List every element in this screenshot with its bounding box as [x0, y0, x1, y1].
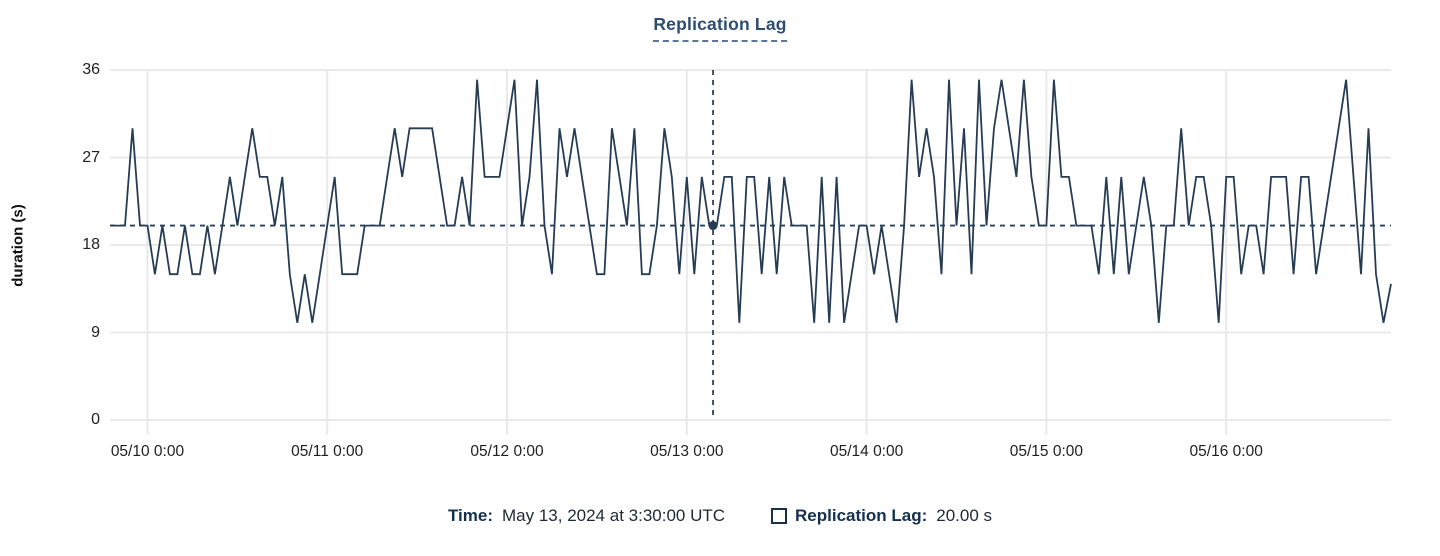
tooltip-series-value: 20.00 s	[936, 506, 993, 525]
crosshair-dot	[708, 221, 718, 231]
chart-header: Replication Lag	[0, 14, 1440, 42]
y-tick-label: 18	[82, 236, 100, 253]
y-tick-label: 0	[91, 411, 100, 428]
x-tick-label: 05/10 0:00	[110, 443, 185, 460]
legend-series-replication-lag[interactable]: Replication Lag: 20.00 s	[771, 506, 992, 526]
tooltip-time-label: Time:	[447, 506, 493, 525]
series-swatch-icon	[771, 508, 788, 524]
y-tick-label: 9	[91, 323, 100, 341]
x-tick-label: 05/14 0:00	[829, 443, 904, 460]
chart-title[interactable]: Replication Lag	[653, 14, 787, 42]
x-tick-label: 05/11 0:00	[291, 443, 364, 460]
tooltip-time-value: May 13, 2024 at 3:30:00 UTC	[502, 506, 726, 525]
x-tick-label: 05/13 0:00	[650, 443, 724, 460]
tooltip-series-label: Replication Lag:	[795, 506, 928, 525]
tooltip-legend: Time: May 13, 2024 at 3:30:00 UTC Replic…	[0, 506, 1440, 526]
plot-area[interactable]	[0, 0, 1440, 470]
replication-lag-line	[110, 79, 1392, 323]
y-tick-label: 36	[82, 61, 100, 78]
x-tick-label: 05/12 0:00	[470, 443, 544, 460]
x-tick-label: 05/16 0:00	[1189, 443, 1263, 460]
x-tick-label: 05/15 0:00	[1009, 443, 1084, 460]
y-tick-label: 27	[82, 148, 100, 166]
